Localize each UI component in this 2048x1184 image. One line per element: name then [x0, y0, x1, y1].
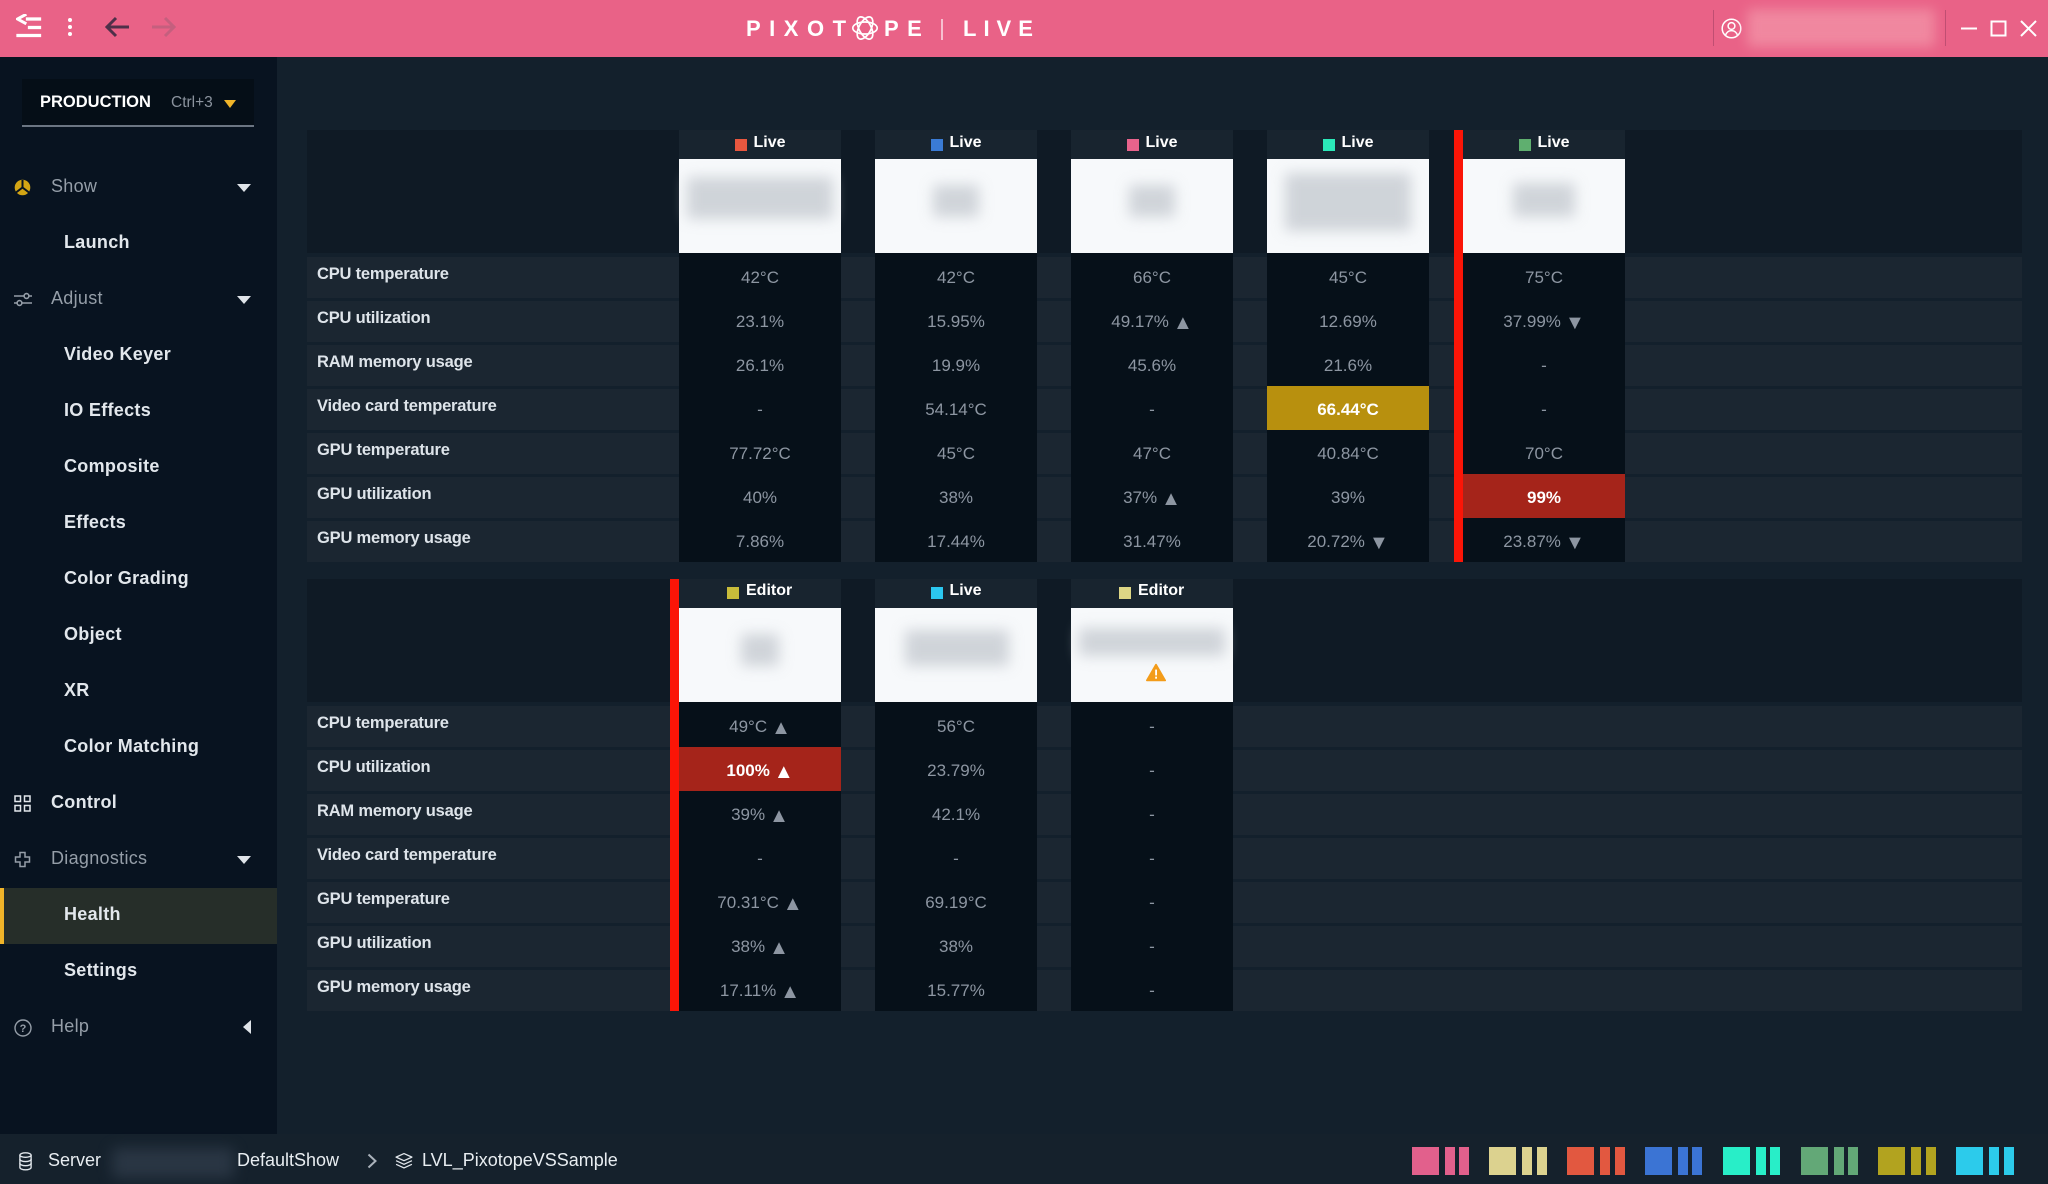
- svg-text:?: ?: [20, 1023, 27, 1035]
